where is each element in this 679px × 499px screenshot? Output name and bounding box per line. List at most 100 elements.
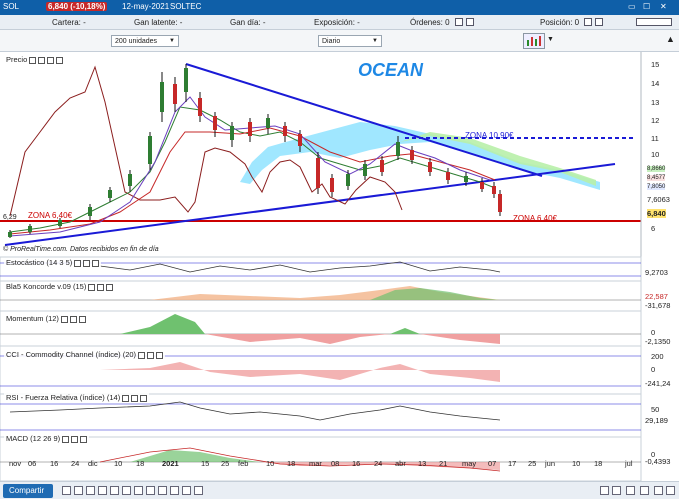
- tool-icon[interactable]: [194, 486, 203, 495]
- tool-icon[interactable]: [74, 486, 83, 495]
- period-select[interactable]: Diario ▼: [318, 35, 382, 47]
- ma-red-line: [9, 127, 496, 235]
- panel-label-rsi[interactable]: RSI - Fuerza Relativa (índice) (14): [4, 393, 150, 402]
- date-label: 12-may-2021: [122, 2, 170, 11]
- indicator-value: -2,1350: [645, 337, 671, 346]
- collapse-icon[interactable]: ▲: [666, 34, 675, 44]
- close-icon[interactable]: [80, 435, 88, 443]
- close-icon[interactable]: [78, 315, 86, 323]
- close-icon[interactable]: [92, 259, 100, 267]
- zoom-in-icon[interactable]: [612, 486, 621, 495]
- wrench-icon[interactable]: [74, 259, 82, 267]
- panel-title: CCI - Commodity Channel (índice) (20): [6, 350, 137, 359]
- window-icon[interactable]: [147, 351, 155, 359]
- indicators-dropdown-icon[interactable]: ▼: [547, 36, 554, 43]
- ma-purple-line: [9, 96, 491, 237]
- orders-list-icon[interactable]: [466, 18, 474, 26]
- scroll-left-icon[interactable]: [626, 486, 635, 495]
- x-tick: 07: [488, 459, 497, 468]
- units-select[interactable]: 200 unidades ▼: [111, 35, 179, 47]
- ma-value-badge: 7,8050: [647, 184, 666, 190]
- tool-icon[interactable]: [86, 486, 95, 495]
- close-icon[interactable]: ✕: [660, 2, 667, 11]
- window-icon[interactable]: [69, 315, 77, 323]
- ma-value-badge: 8,8660: [647, 166, 666, 172]
- orders-icon[interactable]: [455, 18, 463, 26]
- maximize-icon[interactable]: ☐: [643, 2, 651, 11]
- exposure-label: Exposición: -: [314, 18, 360, 27]
- wrench-icon[interactable]: [138, 351, 146, 359]
- scroll-end-icon[interactable]: [654, 486, 663, 495]
- indicator-value: 0: [651, 365, 656, 374]
- close-icon[interactable]: [106, 283, 114, 291]
- indicator-value: 0: [651, 328, 656, 337]
- panel-label-stochastic[interactable]: Estocástico (14 3 5): [4, 258, 102, 267]
- tool-icon[interactable]: [146, 486, 155, 495]
- panel-label-macd[interactable]: MACD (12 26 9): [4, 434, 90, 443]
- share-button[interactable]: Compartir: [3, 484, 53, 498]
- panel-label-cci[interactable]: CCI - Commodity Channel (índice) (20): [4, 350, 166, 359]
- toolbar-icons[interactable]: [636, 18, 672, 26]
- x-tick: nov: [9, 459, 22, 468]
- chart-svg: [0, 52, 642, 482]
- indicator-value: 0: [651, 450, 656, 459]
- left-level-label: 6,29: [3, 214, 17, 221]
- tool-icon[interactable]: [158, 486, 167, 495]
- price-tick: 13: [651, 98, 660, 107]
- price-tick: 12: [651, 116, 660, 125]
- chevron-down-icon: ▼: [169, 38, 175, 44]
- tool-icon[interactable]: [98, 486, 107, 495]
- position-list-icon[interactable]: [595, 18, 603, 26]
- wrench-icon[interactable]: [60, 315, 68, 323]
- window-icon[interactable]: [83, 259, 91, 267]
- bottom-toolbar: Compartir: [0, 481, 679, 499]
- window-icon[interactable]: [97, 283, 105, 291]
- close-icon[interactable]: [140, 394, 148, 402]
- tool-icon[interactable]: [62, 486, 71, 495]
- last-price-badge: 6,840: [647, 209, 666, 218]
- x-tick: 18: [594, 459, 603, 468]
- tool-icon[interactable]: [122, 486, 131, 495]
- x-tick: 2021: [162, 459, 179, 468]
- wrench-icon[interactable]: [62, 435, 70, 443]
- indicators-icon[interactable]: [523, 33, 545, 49]
- x-tick: jul: [625, 459, 633, 468]
- x-tick: 25: [221, 459, 230, 468]
- symbol-label: SOL: [3, 2, 20, 11]
- indicator-value: 29,189: [645, 416, 668, 425]
- panel-label-price[interactable]: Precio: [4, 55, 66, 64]
- scroll-right-icon[interactable]: [640, 486, 649, 495]
- indicator-value: 200: [651, 352, 664, 361]
- x-tick: abr: [395, 459, 406, 468]
- wrench-icon[interactable]: [88, 283, 96, 291]
- wrench-icon[interactable]: [29, 56, 37, 64]
- wrench-icon[interactable]: [122, 394, 130, 402]
- zoom-out-icon[interactable]: [600, 486, 609, 495]
- price-tick: 10: [651, 150, 660, 159]
- share-label: Compartir: [9, 486, 45, 495]
- close-icon[interactable]: [156, 351, 164, 359]
- x-tick: feb: [238, 459, 249, 468]
- position-icon[interactable]: [584, 18, 592, 26]
- window-icon[interactable]: [38, 56, 46, 64]
- x-tick: 24: [374, 459, 383, 468]
- x-tick: 08: [331, 459, 340, 468]
- chart-area[interactable]: Precio OCEAN ZONA 10,90€ ZONA 6,40€ ZONA…: [0, 52, 679, 482]
- indicator-value: 50: [651, 405, 660, 414]
- settings-icon[interactable]: [56, 56, 64, 64]
- scroll-end-icon[interactable]: [666, 486, 675, 495]
- zona-high-label: ZONA 10,90€: [465, 131, 514, 140]
- zona-low-left-label: ZONA 6,40€: [28, 211, 73, 220]
- tool-icon[interactable]: [182, 486, 191, 495]
- window-icon[interactable]: [131, 394, 139, 402]
- panel-label-koncorde[interactable]: Bla5 Koncorde v.09 (15): [4, 282, 116, 291]
- lagging-span-line: [9, 65, 403, 217]
- tool-icon[interactable]: [170, 486, 179, 495]
- window-icon[interactable]: [71, 435, 79, 443]
- minimize-icon[interactable]: ▭: [628, 2, 636, 11]
- tool-icon[interactable]: [134, 486, 143, 495]
- close-icon[interactable]: [47, 56, 55, 64]
- tool-icon[interactable]: [110, 486, 119, 495]
- x-tick: 10: [114, 459, 123, 468]
- panel-label-momentum[interactable]: Momentum (12): [4, 314, 88, 323]
